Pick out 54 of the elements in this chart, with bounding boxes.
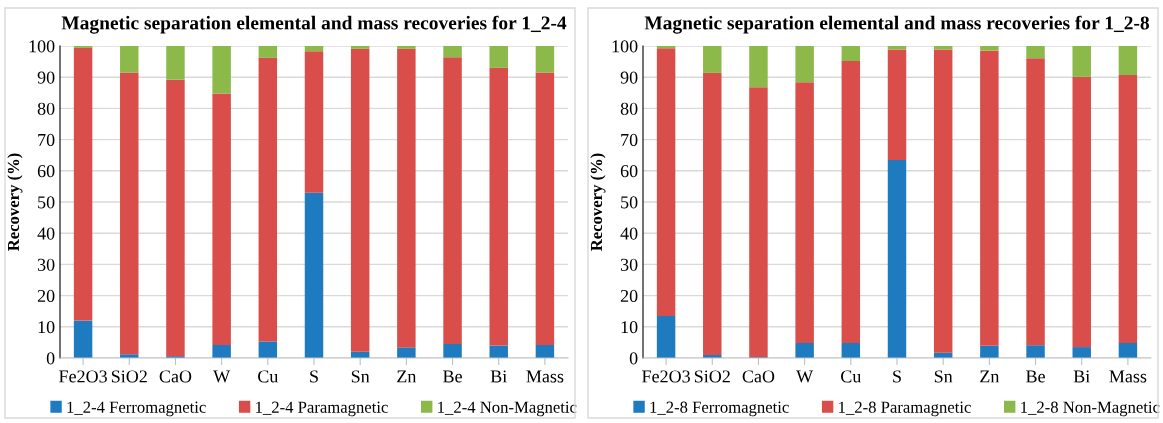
y-tick-label: 20: [37, 289, 55, 303]
x-tick-label: W: [796, 370, 814, 383]
legend-label: 1_2-4 Paramagnetic: [256, 401, 388, 417]
x-tick-label: Cu: [258, 370, 279, 383]
y-tick-label: 70: [38, 133, 55, 147]
y-tick-label: 20: [620, 289, 638, 303]
y-tick-label: 50: [621, 196, 638, 209]
y-tick-label: 60: [620, 165, 638, 178]
x-tick-label: Mass: [526, 370, 564, 383]
x-tick-label: Sn: [351, 370, 370, 383]
x-tick-label: CaO: [159, 370, 192, 383]
y-tick-label: 40: [37, 227, 55, 240]
y-tick-label: 10: [621, 321, 638, 334]
x-tick-label: Fe2O3: [642, 370, 690, 383]
x-tick-label: S: [893, 370, 901, 383]
y-tick-label: 0: [46, 352, 55, 365]
y-tick-label: 100: [29, 40, 55, 53]
x-tick-label: Cu: [841, 370, 862, 383]
x-tick-label: S: [310, 370, 318, 383]
y-axis-title: Recovery (%): [7, 153, 23, 251]
y-tick-label: 40: [620, 227, 638, 240]
x-tick-label: CaO: [742, 370, 775, 383]
x-tick-label: Be: [443, 370, 462, 383]
y-tick-label: 90: [620, 71, 638, 84]
x-tick-label: Sn: [934, 370, 953, 383]
legend-label: 1_2-4 Ferromagnetic: [67, 401, 206, 417]
y-tick-label: 80: [620, 102, 638, 115]
y-tick-label: 30: [37, 258, 55, 271]
y-tick-label: 90: [37, 71, 55, 84]
legend-label: 1_2-8 Non-Magnetic: [1021, 401, 1160, 417]
y-tick-label: 50: [38, 196, 55, 209]
y-tick-label: 10: [38, 321, 55, 334]
y-tick-label: 80: [37, 102, 55, 115]
x-tick-label: Bi: [490, 370, 507, 383]
x-tick-label: Bi: [1073, 370, 1090, 383]
y-tick-label: 100: [612, 40, 638, 53]
x-tick-label: SiO2: [694, 370, 730, 383]
y-tick-label: 30: [620, 258, 638, 271]
legend-label: 1_2-4 Non-Magnetic: [438, 401, 577, 417]
x-tick-label: SiO2: [111, 370, 147, 383]
x-tick-label: Zn: [980, 370, 1000, 383]
y-tick-label: 0: [629, 352, 638, 365]
chart-title: Magnetic separation elemental and mass recoveries for 1_2-8: [644, 15, 1149, 34]
x-tick-label: W: [213, 370, 231, 383]
x-tick-label: Zn: [397, 370, 417, 383]
y-axis-title: Recovery (%): [590, 153, 606, 251]
legend-label: 1_2-8 Paramagnetic: [839, 401, 971, 417]
y-tick-label: 70: [621, 133, 638, 147]
x-tick-label: Be: [1026, 370, 1045, 383]
chart-title: Magnetic separation elemental and mass recoveries for 1_2-4: [61, 15, 567, 34]
legend-label: 1_2-8 Ferromagnetic: [650, 401, 789, 417]
y-tick-label: 60: [37, 165, 55, 178]
x-tick-label: Fe2O3: [59, 370, 107, 383]
x-tick-label: Mass: [1109, 370, 1147, 383]
